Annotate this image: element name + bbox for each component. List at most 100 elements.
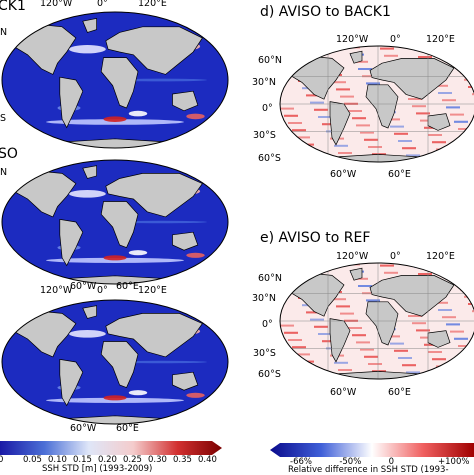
lat-label-30n: 30°N bbox=[252, 77, 276, 88]
diff-streak bbox=[472, 310, 474, 313]
lon-label-0: 0° bbox=[390, 251, 401, 262]
ocean-feature bbox=[103, 395, 127, 401]
diff-streak bbox=[304, 367, 318, 370]
ocean-feature bbox=[46, 397, 184, 403]
diff-streak bbox=[336, 305, 350, 308]
ocean-feature bbox=[115, 220, 207, 224]
diff-streak bbox=[448, 50, 462, 52]
diff-streak bbox=[306, 94, 320, 97]
diff-streak bbox=[458, 345, 472, 347]
lon-label-120e: 120°E bbox=[426, 251, 455, 262]
landmass bbox=[172, 231, 199, 251]
lon-label-60w: 60°W bbox=[330, 387, 357, 398]
diff-streak bbox=[278, 44, 292, 46]
map-outline bbox=[1, 11, 229, 149]
colorbar-tick: 0.20 bbox=[98, 455, 117, 465]
lat-label-30s: 30°S bbox=[253, 130, 276, 141]
landmass bbox=[82, 165, 97, 179]
diff-streak bbox=[410, 161, 424, 162]
panel-e: e) AVISO to REF 120°W 0° 120°E 60°N 30°N… bbox=[248, 224, 474, 424]
lat-stub-s: S bbox=[0, 113, 7, 124]
landmass bbox=[369, 58, 455, 100]
diff-streak bbox=[470, 149, 474, 152]
diff-streak bbox=[398, 140, 412, 142]
lon-label-0: 0° bbox=[390, 34, 401, 45]
landmass bbox=[100, 341, 139, 389]
diff-streak bbox=[288, 339, 302, 341]
landmass bbox=[100, 57, 139, 109]
diff-streak bbox=[368, 146, 382, 148]
colorbar-tick: 0.25 bbox=[123, 455, 142, 465]
diff-streak bbox=[314, 325, 328, 328]
diff-streak bbox=[448, 267, 462, 269]
diff-streak bbox=[356, 341, 370, 344]
diff-streak bbox=[440, 372, 454, 375]
diff-streak bbox=[406, 154, 420, 157]
diff-streak bbox=[446, 106, 460, 109]
diff-streak bbox=[452, 57, 466, 60]
relative-diff-map-e bbox=[278, 261, 474, 380]
diff-streak bbox=[304, 150, 318, 153]
diff-streak bbox=[312, 263, 326, 265]
landmass bbox=[365, 84, 399, 129]
lon-label-60e: 60°E bbox=[388, 169, 411, 180]
diff-streak bbox=[286, 275, 300, 278]
diff-streak bbox=[278, 261, 292, 263]
diff-streak bbox=[310, 318, 324, 321]
diff-streak bbox=[442, 316, 456, 319]
lat-stub-n: N bbox=[0, 27, 8, 38]
colorbar-ssh-std bbox=[0, 440, 222, 455]
diff-streak bbox=[284, 114, 298, 117]
diff-streak bbox=[296, 353, 310, 356]
diff-streak bbox=[352, 117, 366, 120]
diff-streak bbox=[434, 301, 448, 304]
diff-streak bbox=[434, 84, 448, 87]
diff-streak bbox=[410, 378, 424, 379]
diff-streak bbox=[284, 331, 298, 334]
ocean-feature bbox=[115, 78, 207, 82]
landmass bbox=[172, 371, 199, 391]
diff-streak bbox=[318, 116, 332, 118]
landmass bbox=[349, 267, 363, 281]
lon-label-60e: 60°E bbox=[388, 387, 411, 398]
diff-streak bbox=[408, 98, 422, 100]
colorbar-tick: 0.35 bbox=[173, 455, 192, 465]
diff-streak bbox=[358, 68, 372, 70]
diff-streak bbox=[282, 51, 296, 54]
map-outline bbox=[1, 159, 229, 285]
diff-streak bbox=[428, 351, 442, 353]
panel-a-title: CK1 bbox=[0, 0, 26, 14]
lon-label-120w: 120°W bbox=[40, 0, 73, 9]
diff-streak bbox=[280, 324, 294, 327]
lon-label-120e: 120°E bbox=[138, 0, 167, 9]
lon-label-120w: 120°W bbox=[40, 285, 73, 296]
diff-streak bbox=[296, 136, 310, 139]
diff-streak bbox=[454, 337, 468, 340]
diff-streak bbox=[310, 101, 324, 104]
diff-streak bbox=[416, 329, 430, 332]
colorbar-ssh-std-ticks: 0 0.05 0.10 0.15 0.20 0.25 0.30 0.35 0.40 bbox=[0, 455, 222, 465]
landmass bbox=[59, 76, 84, 129]
map-outline bbox=[1, 299, 229, 425]
landmass bbox=[82, 305, 97, 319]
diff-streak bbox=[450, 330, 464, 333]
diff-streak bbox=[292, 346, 306, 349]
diff-streak bbox=[332, 298, 346, 301]
diff-streak bbox=[466, 359, 474, 362]
diff-streak bbox=[360, 348, 374, 351]
diff-streak bbox=[462, 352, 474, 355]
colorbar-tick: 0 bbox=[388, 457, 395, 467]
lon-label-120e: 120°E bbox=[138, 285, 167, 296]
diff-streak bbox=[456, 281, 470, 284]
diff-streak bbox=[332, 81, 346, 84]
landmass bbox=[172, 90, 199, 112]
diff-streak bbox=[406, 371, 420, 374]
diff-streak bbox=[390, 125, 404, 128]
diff-streak bbox=[442, 99, 456, 102]
diff-streak bbox=[348, 110, 362, 112]
colorbar-ssh-std-gradient bbox=[0, 441, 222, 455]
diff-streak bbox=[282, 268, 296, 271]
lon-label-60e: 60°E bbox=[116, 423, 139, 434]
diff-streak bbox=[288, 122, 302, 124]
diff-streak bbox=[286, 58, 300, 61]
